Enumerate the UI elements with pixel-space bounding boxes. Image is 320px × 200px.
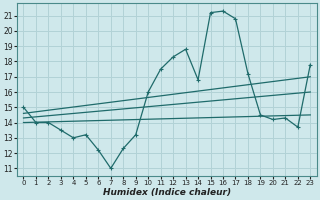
X-axis label: Humidex (Indice chaleur): Humidex (Indice chaleur) bbox=[103, 188, 231, 197]
